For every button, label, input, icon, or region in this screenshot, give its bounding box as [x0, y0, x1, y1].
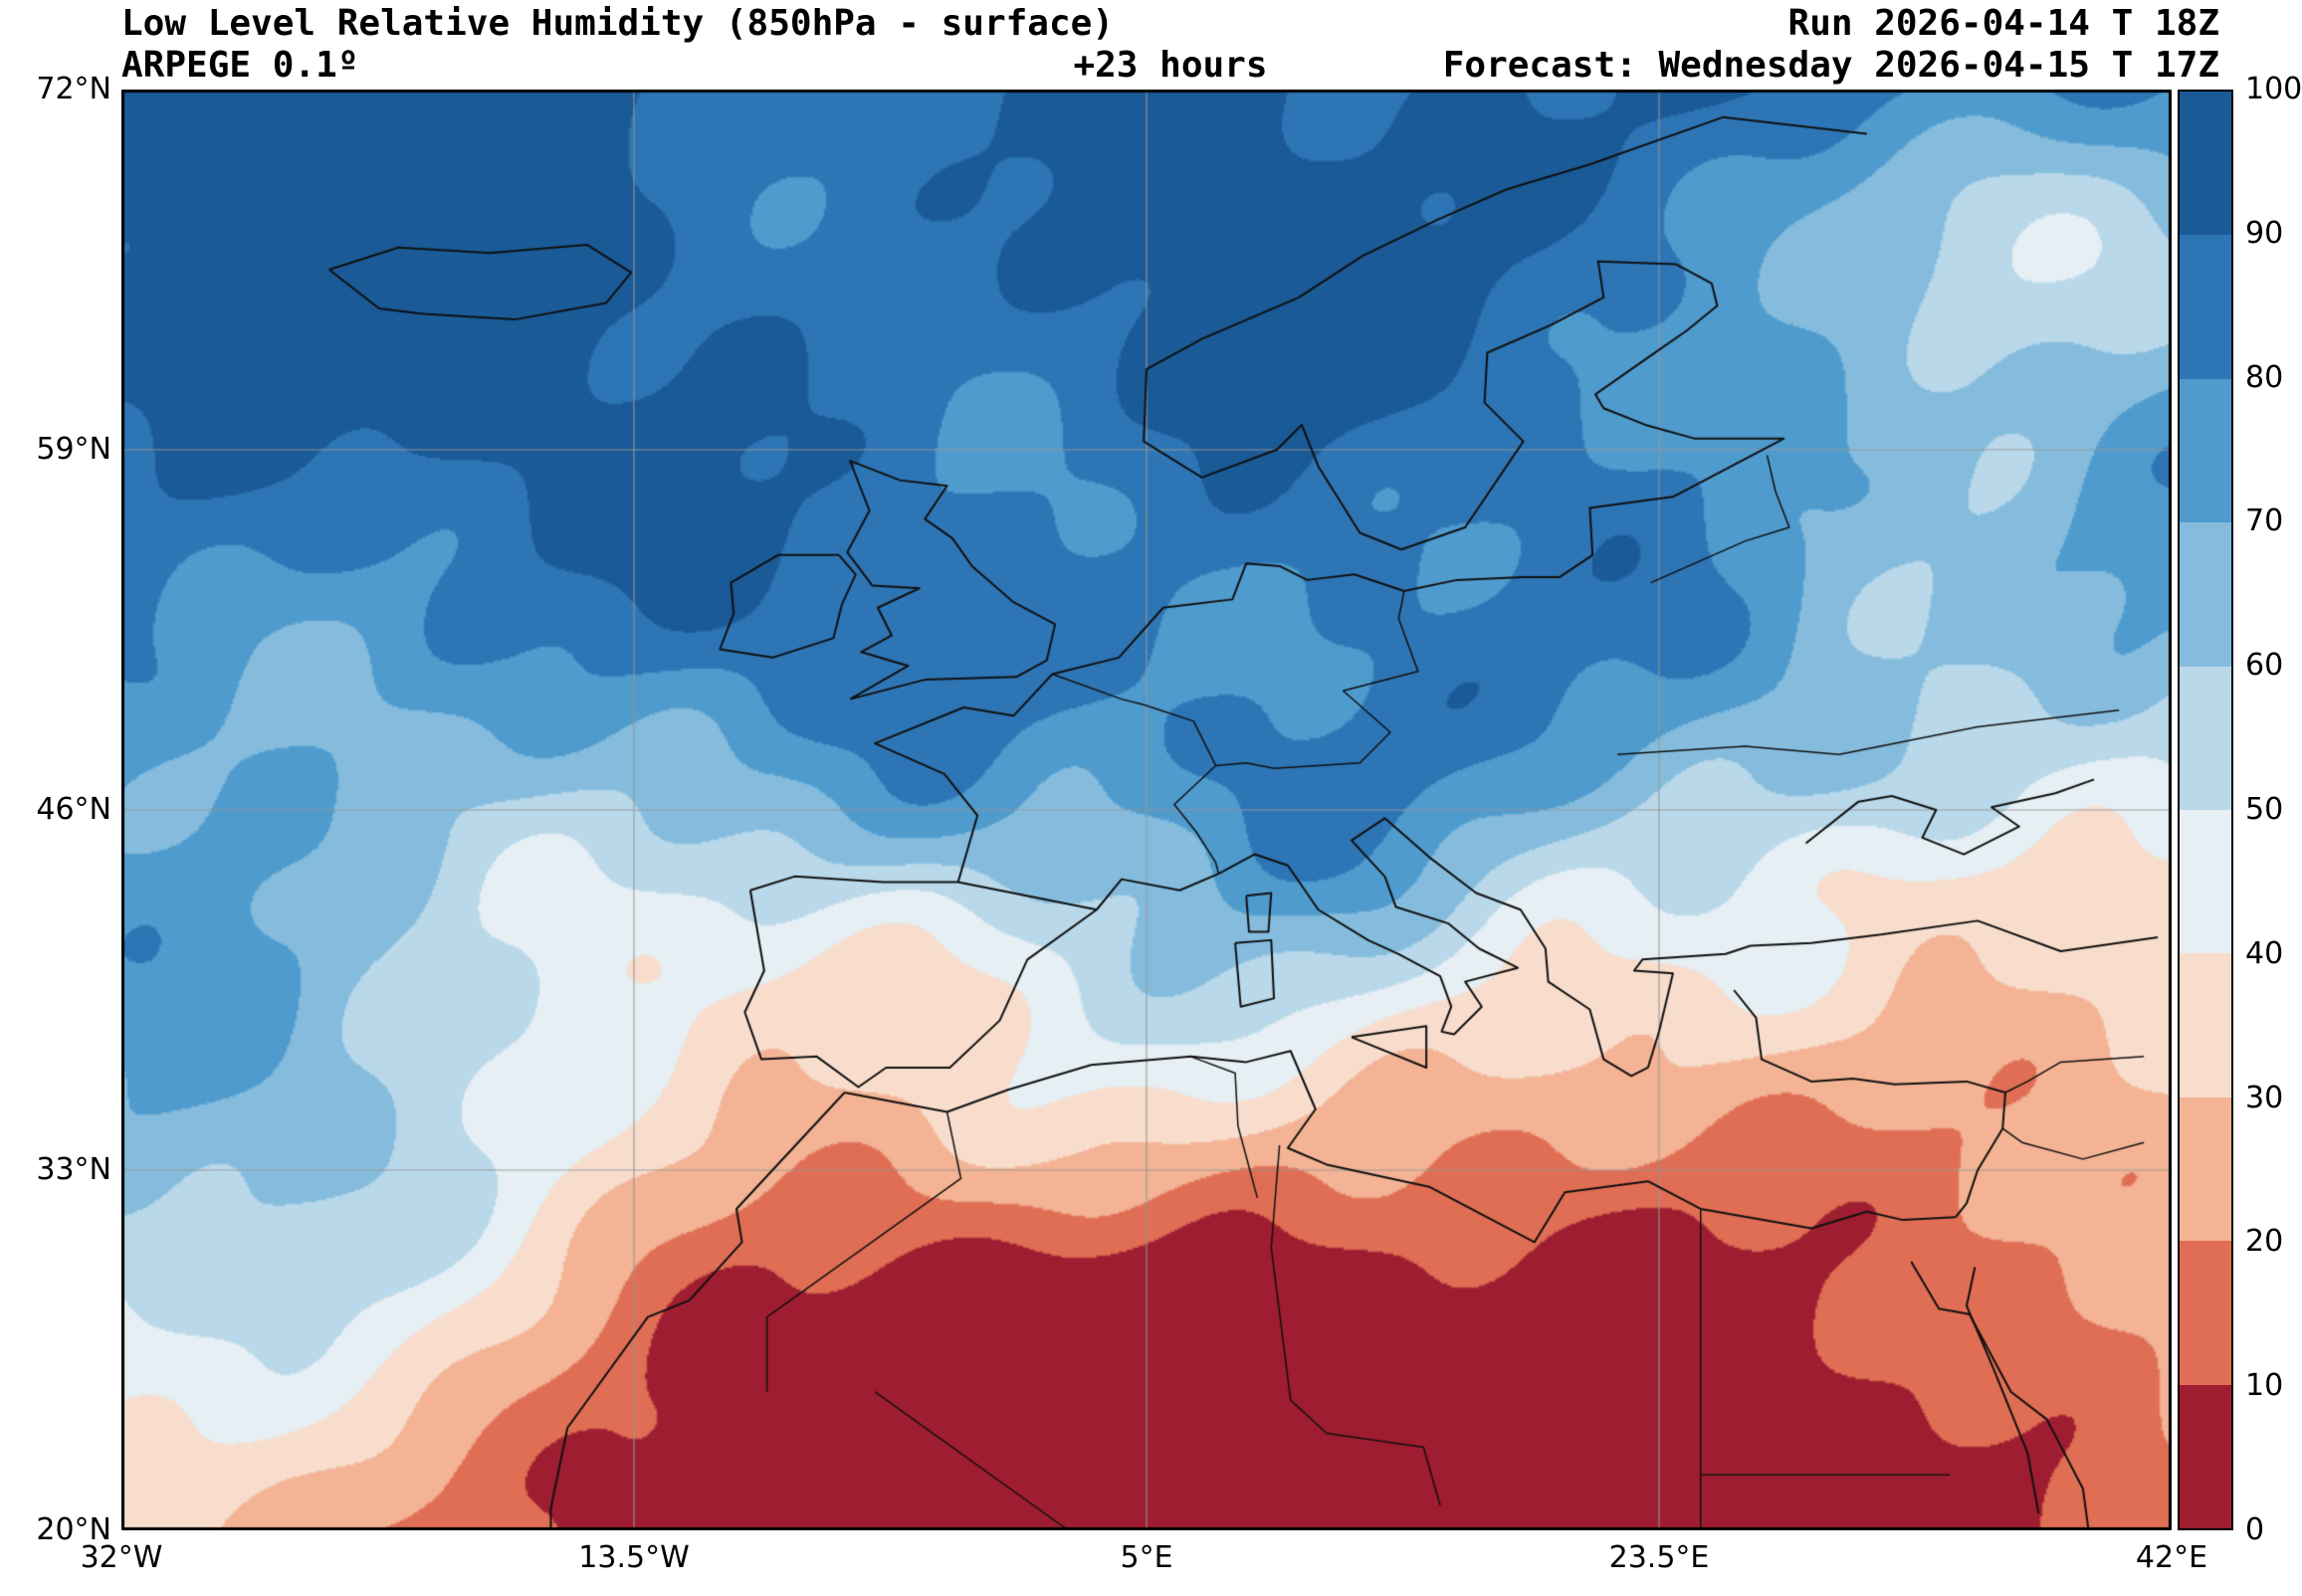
colorbar-segment: [2180, 810, 2231, 954]
lon-tick-label: 13.5°W: [578, 1540, 690, 1575]
colorbar-tick-label: 0: [2245, 1512, 2265, 1547]
run-info: Run 2026-04-14 T 18Z: [1787, 3, 2219, 44]
colorbar-segment: [2180, 522, 2231, 667]
forecast-valid: Forecast: Wednesday 2026-04-15 T 17Z: [1442, 45, 2219, 86]
colorbar-tick-label: 80: [2245, 359, 2284, 395]
colorbar-segment: [2180, 1241, 2231, 1385]
colorbar-tick-label: 70: [2245, 503, 2284, 539]
colorbar-tick-label: 100: [2245, 72, 2302, 106]
colorbar-segment: [2180, 92, 2231, 236]
header-row-2: ARPEGE 0.1º +23 hours Forecast: Wednesda…: [121, 46, 2219, 86]
lead-time: +23 hours: [1073, 45, 1268, 86]
colorbar-tick-label: 30: [2245, 1080, 2284, 1115]
map-plot-area: [121, 90, 2172, 1530]
colorbar-tick-label: 20: [2245, 1224, 2284, 1260]
lon-tick-label: 5°E: [1120, 1540, 1173, 1575]
colorbar-tick-label: 60: [2245, 648, 2284, 684]
lon-tick-label: 42°E: [2135, 1540, 2208, 1575]
lat-tick-label: 20°N: [36, 1512, 111, 1547]
colorbar-segment: [2180, 953, 2231, 1097]
colorbar-segment: [2180, 1097, 2231, 1242]
colorbar-tick-label: 50: [2245, 792, 2284, 827]
colorbar-segment: [2180, 666, 2231, 811]
lat-tick-label: 72°N: [36, 72, 111, 106]
lat-tick-label: 59°N: [36, 432, 111, 467]
colorbar-segment: [2180, 378, 2231, 523]
colorbar: [2178, 90, 2233, 1530]
lat-tick-label: 33°N: [36, 1152, 111, 1187]
colorbar-tick-label: 90: [2245, 215, 2284, 251]
lat-tick-label: 46°N: [36, 792, 111, 827]
colorbar-segment: [2180, 235, 2231, 379]
chart-title: Low Level Relative Humidity (850hPa - su…: [121, 3, 1114, 44]
humidity-map-canvas: [121, 90, 2172, 1530]
header-row-1: Low Level Relative Humidity (850hPa - su…: [121, 4, 2219, 44]
model-name: ARPEGE 0.1º: [121, 45, 359, 86]
colorbar-tick-label: 10: [2245, 1368, 2284, 1404]
lon-tick-label: 32°W: [80, 1540, 163, 1575]
lon-tick-label: 23.5°E: [1608, 1540, 1710, 1575]
colorbar-tick-label: 40: [2245, 935, 2284, 971]
colorbar-segment: [2180, 1384, 2231, 1529]
